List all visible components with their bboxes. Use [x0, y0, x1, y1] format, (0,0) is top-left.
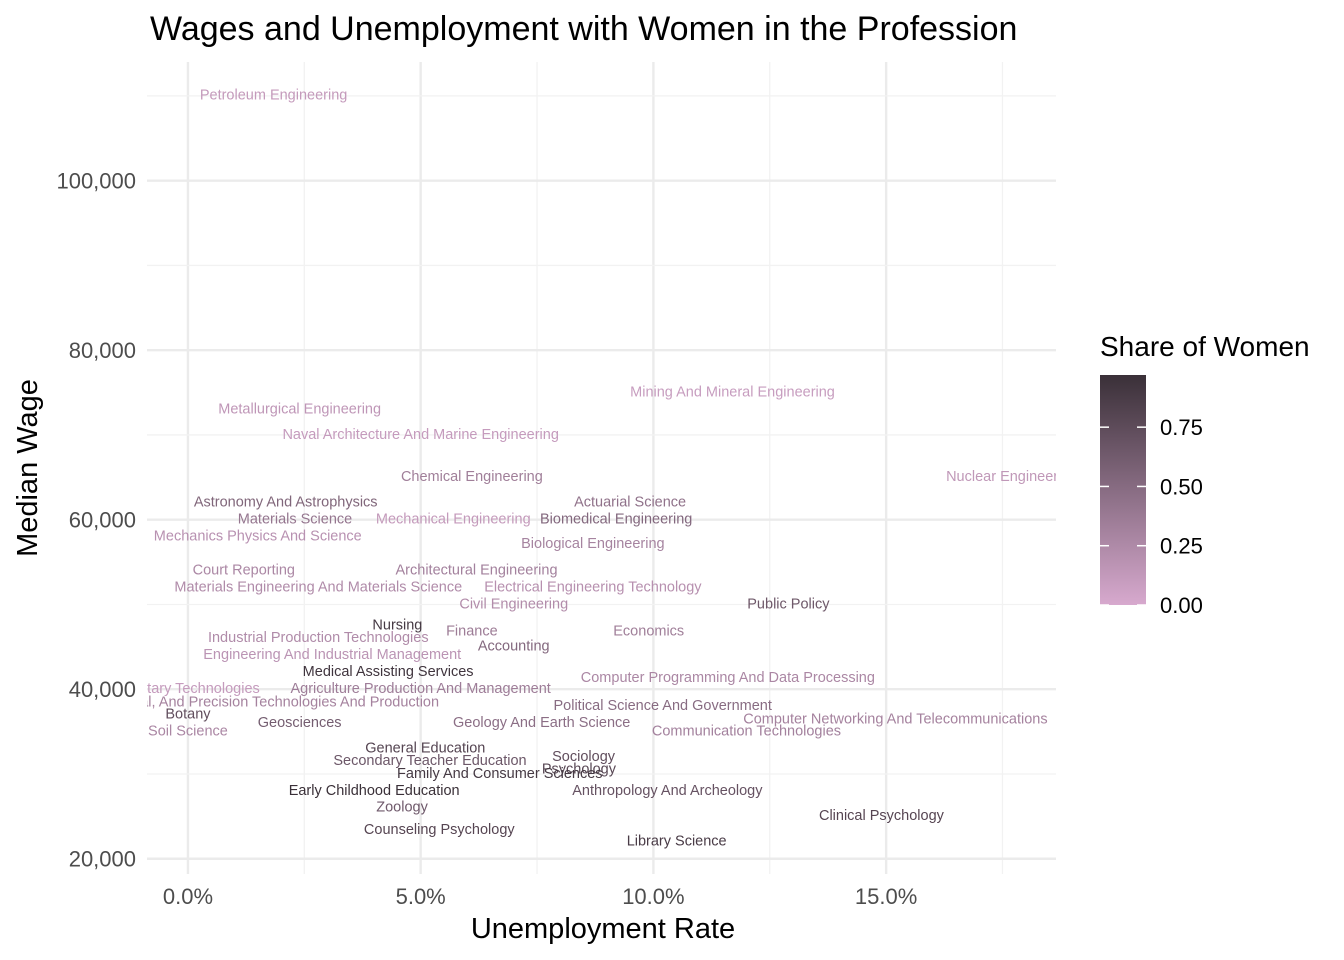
data-point-label: Chemical Engineering — [401, 469, 543, 485]
data-point-label: Early Childhood Education — [289, 783, 460, 799]
data-point-label: Actuarial Science — [574, 495, 686, 511]
x-tick-label: 10.0% — [622, 884, 684, 909]
data-point-label: Nuclear Engineering — [946, 469, 1077, 485]
data-point-label: Mining And Mineral Engineering — [630, 384, 835, 400]
data-point-label: Accounting — [478, 639, 550, 655]
data-point-label: Mechanical Engineering — [376, 512, 531, 528]
data-point-label: Materials Science — [238, 512, 352, 528]
data-point-label: Psychology — [542, 762, 617, 778]
chart-title: Wages and Unemployment with Women in the… — [150, 10, 1017, 48]
x-axis-ticks: 0.0% 5.0% 10.0% 15.0% — [163, 884, 917, 909]
x-tick-label: 5.0% — [396, 884, 446, 909]
data-point-label: Naval Architecture And Marine Engineerin… — [282, 427, 558, 443]
data-point-label: Geology And Earth Science — [453, 715, 630, 731]
data-point-label: Economics — [613, 623, 684, 639]
data-point-label: Astronomy And Astrophysics — [194, 495, 378, 511]
y-tick-label: 60,000 — [69, 508, 136, 533]
y-tick-label: 80,000 — [69, 338, 136, 363]
data-point-label: Nursing — [372, 617, 422, 633]
data-point-label: Industrial Production Technologies — [208, 630, 429, 646]
y-tick-label: 20,000 — [69, 847, 136, 872]
data-point-label: Political Science And Government — [553, 698, 771, 714]
x-tick-label: 15.0% — [855, 884, 917, 909]
data-point-label: Public Policy — [747, 596, 830, 612]
legend-tick-label: 0.75 — [1160, 415, 1203, 440]
data-point-label: General Education — [365, 740, 485, 756]
legend-colorbar — [1100, 375, 1146, 605]
data-point-label: Civil Engineering — [459, 596, 568, 612]
data-point-label: Anthropology And Archeology — [572, 783, 763, 799]
data-point-label: Counseling Psychology — [364, 822, 515, 838]
data-point-label: Communication Technologies — [652, 723, 841, 739]
data-point-label: Biological Engineering — [521, 536, 665, 552]
grid — [147, 62, 1056, 874]
legend-tick-label: 0.50 — [1160, 474, 1203, 499]
data-point-label: Agriculture Production And Management — [290, 681, 550, 697]
data-point-label: Computer Programming And Data Processing — [581, 670, 875, 686]
data-point-label: Metallurgical Engineering — [218, 401, 381, 417]
y-tick-label: 100,000 — [56, 169, 136, 194]
y-tick-label: 40,000 — [69, 677, 136, 702]
color-legend: Share of Women 0.00 0.25 0.50 0.75 — [1100, 331, 1310, 618]
data-point-label: Secondary Teacher Education — [333, 753, 526, 769]
legend-ticks: 0.00 0.25 0.50 0.75 — [1100, 415, 1203, 618]
data-point-label: Medical Assisting Services — [303, 664, 474, 680]
data-point-label: Mechanics Physics And Science — [154, 528, 362, 544]
data-point-label: Family And Consumer Sciences — [397, 766, 603, 782]
data-point-label: Clinical Psychology — [819, 808, 945, 824]
data-point-label: Soil Science — [148, 723, 228, 739]
data-point-label: Zoology — [376, 800, 428, 816]
x-axis-title: Unemployment Rate — [471, 913, 735, 945]
data-point-label: Architectural Engineering — [396, 562, 558, 578]
data-point-label: Computer Networking And Telecommunicatio… — [743, 712, 1047, 728]
data-point-label: Engineering And Industrial Management — [203, 647, 461, 663]
x-tick-label: 0.0% — [163, 884, 213, 909]
data-point-label: Electrical Engineering Technology — [484, 579, 702, 595]
legend-title: Share of Women — [1100, 331, 1310, 362]
data-point-label: Geosciences — [258, 715, 342, 731]
data-points: Petroleum Engineering Mining And Mineral … — [11, 88, 1077, 850]
data-point-label: Library Science — [627, 834, 727, 850]
legend-tick-label: 0.25 — [1160, 534, 1203, 559]
data-point-label: Military Technologies — [125, 681, 259, 697]
y-axis-title: Median Wage — [12, 379, 44, 557]
data-point-label: Botany — [165, 706, 211, 722]
data-point-label: Sociology — [552, 749, 616, 765]
legend-tick-label: 0.00 — [1160, 593, 1203, 618]
y-axis-ticks: 20,000 40,000 60,000 80,000 100,000 — [56, 169, 136, 872]
data-point-label: Finance — [446, 623, 498, 639]
data-point-label: Court Reporting — [193, 562, 295, 578]
data-point-label: Petroleum Engineering — [200, 88, 348, 104]
data-point-label: Biomedical Engineering — [540, 512, 692, 528]
data-point-label: Mechanical, Electrical, And Precision Te… — [11, 695, 439, 711]
data-point-label: Materials Engineering And Materials Scie… — [174, 579, 462, 595]
